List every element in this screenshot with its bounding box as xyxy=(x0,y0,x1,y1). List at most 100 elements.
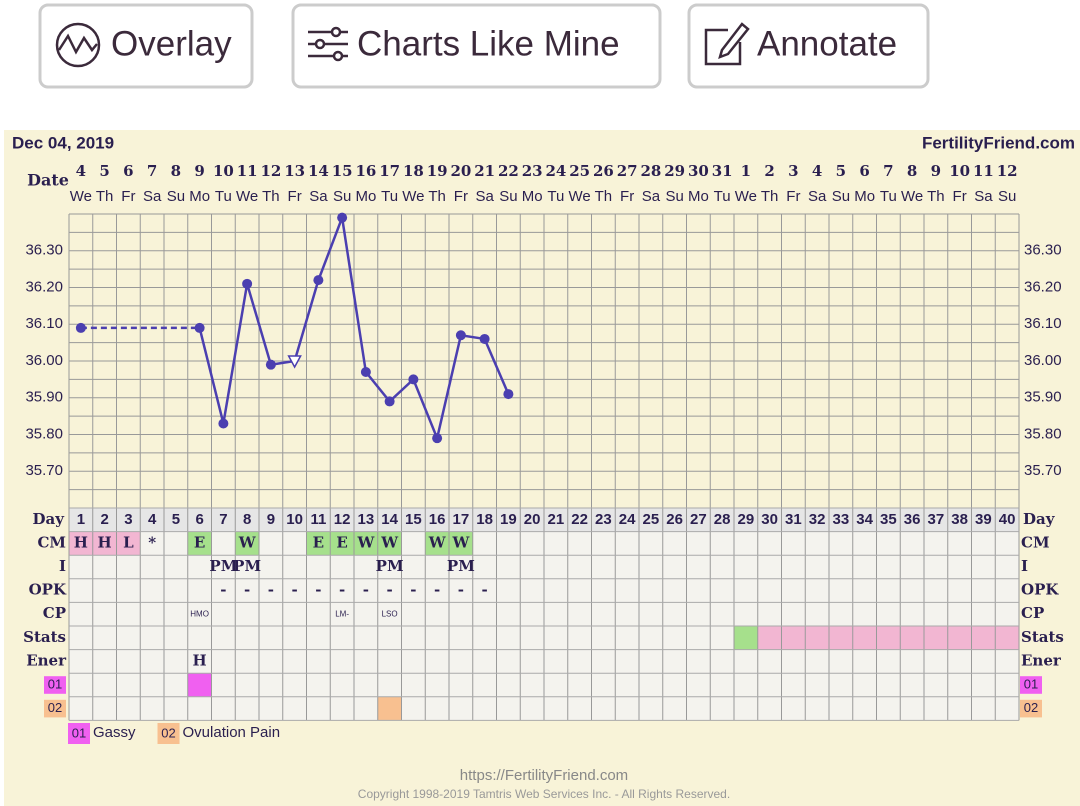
cell-fill xyxy=(924,626,948,650)
legend-swatch xyxy=(157,723,180,744)
weekday: Tu xyxy=(547,188,564,205)
weekday: Tu xyxy=(381,188,398,205)
cell-text: LSO xyxy=(382,609,398,618)
charts-like-mine-button[interactable]: Charts Like Mine xyxy=(291,3,662,89)
cell-text: E xyxy=(313,533,324,551)
date-number: 16 xyxy=(355,162,376,180)
row-label-box xyxy=(1020,676,1042,694)
weekday: Fr xyxy=(953,188,967,205)
chart-date: Dec 04, 2019 xyxy=(12,133,114,152)
date-number: 8 xyxy=(171,162,181,180)
row-label: Stats xyxy=(1021,628,1064,646)
cell-text: H xyxy=(74,533,88,551)
date-number: 4 xyxy=(76,162,86,180)
weekday: We xyxy=(402,188,424,205)
cell-text: W xyxy=(428,533,447,551)
y-tick-label: 35.80 xyxy=(25,425,63,442)
date-number: 10 xyxy=(949,162,970,180)
cycle-day: 23 xyxy=(595,511,612,528)
date-number: 2 xyxy=(764,162,774,180)
cell-text: W xyxy=(380,533,399,551)
cycle-day: 20 xyxy=(524,511,541,528)
legend-code: 02 xyxy=(161,725,175,740)
weekday: Fr xyxy=(121,188,135,205)
weekday: Tu xyxy=(880,188,897,205)
date-number: 19 xyxy=(427,162,448,180)
cell-text: - xyxy=(387,581,393,599)
weekday: Th xyxy=(595,188,613,205)
weekday: Mo xyxy=(688,188,709,205)
cycle-day: 27 xyxy=(690,511,707,528)
weekday: Sa xyxy=(475,188,494,205)
cycle-day: 22 xyxy=(571,511,588,528)
date-number: 21 xyxy=(474,162,495,180)
date-number: 22 xyxy=(498,162,519,180)
y-tick-label: 36.00 xyxy=(1024,352,1062,369)
button-label: Charts Like Mine xyxy=(357,24,620,63)
weekday: Sa xyxy=(143,188,162,205)
temp-point xyxy=(265,359,276,370)
weekday: Su xyxy=(333,188,351,205)
cell-fill xyxy=(377,696,402,721)
row-label: Stats xyxy=(23,628,66,646)
cycle-day: 25 xyxy=(643,511,660,528)
date-number: 13 xyxy=(284,162,305,180)
cell-fill xyxy=(116,531,141,556)
row-label: Ener xyxy=(26,651,67,669)
weekday: Sa xyxy=(974,188,993,205)
y-tick-label: 36.10 xyxy=(25,315,63,332)
date-number: 9 xyxy=(931,162,941,180)
date-number: 7 xyxy=(147,162,157,180)
cell-fill xyxy=(69,531,93,556)
cell-text: - xyxy=(410,581,416,599)
cycle-day: 5 xyxy=(172,511,180,528)
weekday: Su xyxy=(499,188,517,205)
cycle-day: 10 xyxy=(286,511,303,528)
date-number: 5 xyxy=(836,162,846,180)
cycle-day: 4 xyxy=(148,511,157,528)
cycle-day: 31 xyxy=(785,511,802,528)
y-tick-label: 35.80 xyxy=(1024,425,1062,442)
date-label: Date xyxy=(27,171,69,190)
cycle-day: 36 xyxy=(904,511,921,528)
weekday: Fr xyxy=(288,188,302,205)
row-label: I xyxy=(1021,557,1028,575)
annotate-button[interactable]: Annotate xyxy=(687,3,930,89)
date-number: 28 xyxy=(640,162,661,180)
y-tick-label: 35.90 xyxy=(1024,389,1062,406)
overlay-button[interactable]: Overlay xyxy=(38,3,254,89)
cell-fill xyxy=(995,626,1019,650)
cell-text: E xyxy=(194,533,205,551)
date-number: 23 xyxy=(522,162,543,180)
site-name: FertilityFriend.com xyxy=(922,133,1075,152)
cycle-day: 38 xyxy=(951,511,968,528)
cell-text: PM xyxy=(447,557,475,575)
weekday: Su xyxy=(998,188,1016,205)
cycle-day: 39 xyxy=(975,511,992,528)
y-tick-label: 36.20 xyxy=(25,278,63,295)
y-tick-label: 36.10 xyxy=(1024,315,1062,332)
temp-point xyxy=(384,396,395,407)
cell-fill xyxy=(330,531,354,556)
weekday: We xyxy=(735,188,757,205)
cycle-day: 11 xyxy=(310,511,326,528)
cell-fill xyxy=(829,626,853,650)
temp-point xyxy=(503,389,514,400)
date-number: 30 xyxy=(688,162,709,180)
cell-fill xyxy=(876,626,901,650)
date-number: 11 xyxy=(237,162,258,180)
weekday: Mo xyxy=(522,188,543,205)
cell-text: W xyxy=(356,533,375,551)
weekday: Th xyxy=(927,188,945,205)
weekday: Th xyxy=(428,188,446,205)
date-number: 15 xyxy=(332,162,353,180)
weekday: Mo xyxy=(355,188,376,205)
cell-text: L xyxy=(123,533,134,551)
cell-text: PM xyxy=(233,557,261,575)
cell-text: LM- xyxy=(335,609,349,618)
date-number: 3 xyxy=(788,162,798,180)
cycle-day: 2 xyxy=(100,511,108,528)
cell-text: - xyxy=(268,581,274,599)
date-number: 11 xyxy=(973,162,994,180)
